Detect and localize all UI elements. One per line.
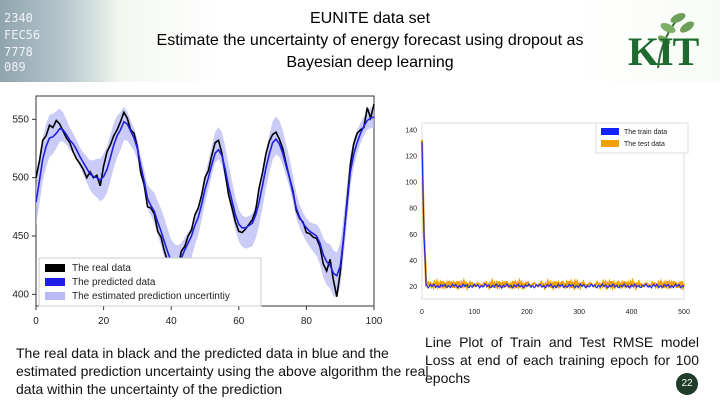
left-legend: The real data The predicted data The estim… <box>38 257 262 307</box>
logo-text: KIT <box>628 29 699 74</box>
right-legend: The train data The test data <box>595 122 689 154</box>
background-code-line: 2340 <box>4 11 33 25</box>
left-chart-panel: 0 20 40 60 80 100 400 450 500 550 The real data The… <box>0 88 383 336</box>
legend-box <box>38 257 262 307</box>
title-line-2: Estimate the uncertainty of energy forec… <box>156 32 584 49</box>
legend-box <box>595 122 689 154</box>
x-tick-label: 0 <box>33 316 39 327</box>
legend-item-uncertainty-swatch <box>45 292 65 300</box>
series-line-train-data <box>421 141 685 290</box>
x-tick-label: 60 <box>233 316 245 327</box>
y-tick-label: 80 <box>409 206 417 213</box>
background-code-line: 7778 <box>4 45 33 59</box>
y-tick-label: 450 <box>12 231 29 242</box>
series-line-predicted-data <box>35 116 375 277</box>
left-caption: The real data in black and the predicted… <box>16 345 429 397</box>
y-tick-label: 20 <box>409 284 417 291</box>
background-code-line: 089 <box>4 60 26 74</box>
legend-label: The train data <box>624 129 667 136</box>
y-tick-label: 120 <box>405 154 417 161</box>
x-tick-label: 300 <box>573 309 585 316</box>
x-tick-label: 80 <box>301 316 313 327</box>
legend-item-real-data-label: The real data <box>72 263 131 274</box>
right-chart: 0 100 200 300 400 500 20 40 60 80 100 120 140 The tra… <box>405 122 690 316</box>
uncertainty-band <box>36 105 374 298</box>
axes: 0 100 200 300 400 500 20 40 60 80 100 120 140 <box>405 128 690 316</box>
x-tick-label: 100 <box>469 309 481 316</box>
x-tick-label: 0 <box>420 309 424 316</box>
x-tick-label: 500 <box>678 309 690 316</box>
legend-item-uncertainty-label: The estimated prediction uncertintiy <box>72 291 230 302</box>
plant-logo-icon <box>657 13 694 69</box>
x-tick-label: 40 <box>166 316 178 327</box>
legend-label: The test data <box>624 141 665 148</box>
legend-swatch <box>601 128 619 135</box>
header-background <box>0 0 720 82</box>
x-tick-label: 200 <box>521 309 533 316</box>
y-tick-label: 500 <box>12 173 29 184</box>
title-line-3: Bayesian deep learning <box>286 54 454 71</box>
x-tick-label: 400 <box>626 309 638 316</box>
y-tick-label: 40 <box>409 258 417 265</box>
legend-item-real-data-swatch <box>45 264 65 272</box>
y-tick-label: 550 <box>12 114 29 125</box>
right-chart-panel: 0 100 200 300 400 500 20 40 60 80 100 120 140 The tra… <box>382 115 692 323</box>
y-tick-label: 140 <box>405 128 417 135</box>
page-number-badge: 22 <box>676 373 698 395</box>
page-title: EUNITE data set Estimate the uncertainty… <box>120 8 620 74</box>
legend-swatch <box>601 140 619 147</box>
right-caption: Line Plot of Train and Test RMSE model L… <box>425 334 699 386</box>
legend-item-predicted-data-swatch <box>45 278 65 286</box>
header-code-strip <box>0 0 120 82</box>
title-line-1: EUNITE data set <box>309 10 431 27</box>
x-tick-label: 100 <box>366 316 382 327</box>
x-tick-label: 20 <box>98 316 110 327</box>
kit-logo: KIT <box>620 0 718 82</box>
background-code-line: FEC56 <box>4 28 41 42</box>
y-tick-label: 60 <box>409 232 417 239</box>
y-tick-label: 400 <box>12 289 29 300</box>
legend-item-predicted-data-label: The predicted data <box>72 277 156 288</box>
y-tick-label: 100 <box>405 180 417 187</box>
